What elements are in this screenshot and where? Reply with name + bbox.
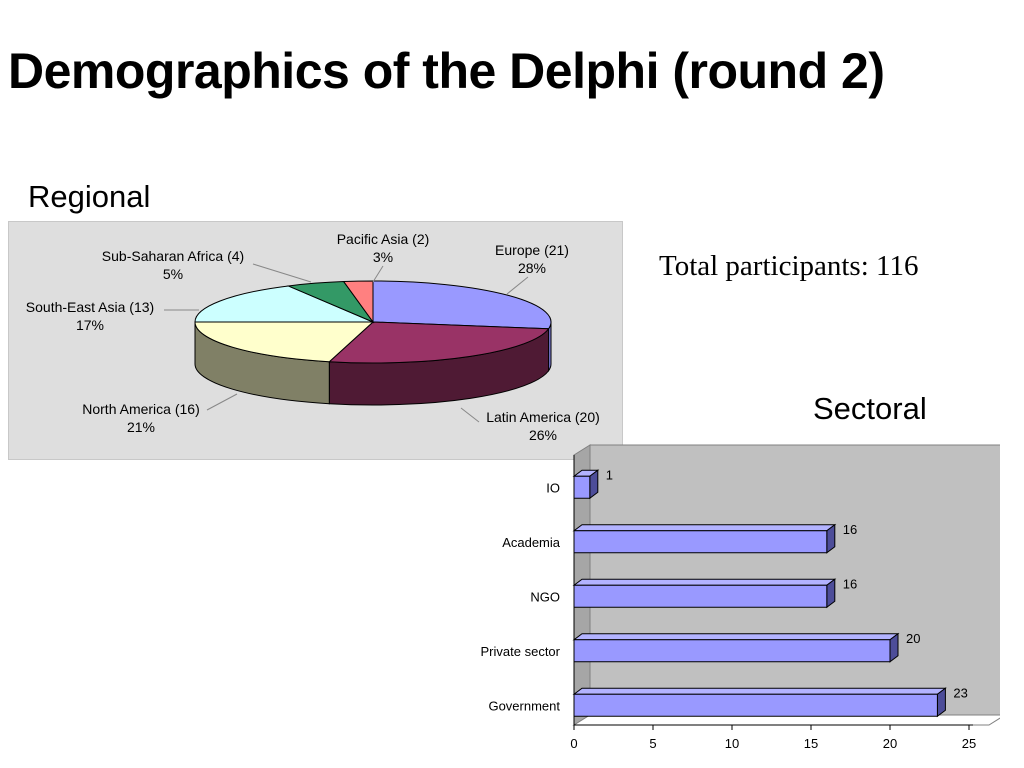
regional-heading: Regional <box>28 179 151 214</box>
x-tick-label-5: 5 <box>649 736 656 751</box>
sectoral-bar-chart: 0 5 10 15 20 25 1 IO 16 Academia 16 NGO 20 Private se… <box>481 444 1000 751</box>
pie-label-sub-saharan-africa: Sub-Saharan Africa (4) <box>102 248 244 264</box>
bar-value-private-sector: 20 <box>906 631 920 646</box>
bar-top-ngo <box>572 578 837 586</box>
x-tick-label-25: 25 <box>962 736 976 751</box>
bar-private-sector <box>573 639 891 663</box>
pie-pct-latin-america: 26% <box>529 427 557 443</box>
bar-category-io: IO <box>546 480 560 495</box>
pie-pct-north-america: 21% <box>127 419 155 435</box>
bar-category-government: Government <box>488 698 560 713</box>
regional-pie-chart-panel: Europe (21) 28% Latin America (20) 26% North… <box>8 221 623 460</box>
leader-line-latin-america <box>460 407 480 423</box>
pie-label-north-america: North America (16) <box>82 401 199 417</box>
bar-category-academia: Academia <box>502 535 561 550</box>
bar-category-ngo: NGO <box>530 589 560 604</box>
pie-pct-sub-saharan-africa: 5% <box>163 266 183 282</box>
pie-pct-europe: 28% <box>518 260 546 276</box>
page-title: Demographics of the Delphi (round 2) <box>8 43 885 99</box>
leader-line-sub-saharan-africa <box>252 263 312 283</box>
x-tick-label-15: 15 <box>804 736 818 751</box>
bar-top-government <box>572 687 947 695</box>
pie-pct-south-east-asia: 17% <box>76 317 104 333</box>
pie-label-south-east-asia: South-East Asia (13) <box>26 299 154 315</box>
pie-label-pacific-asia: Pacific Asia (2) <box>337 231 430 247</box>
bar-government <box>573 693 938 717</box>
bar-io <box>573 475 591 499</box>
bar-value-io: 1 <box>606 467 613 482</box>
leader-line-europe <box>506 276 529 295</box>
x-tick-label-10: 10 <box>725 736 739 751</box>
x-tick-label-0: 0 <box>570 736 577 751</box>
bar-top-private-sector <box>572 633 900 641</box>
bar-value-academia: 16 <box>843 522 857 537</box>
bar-category-private-sector: Private sector <box>481 644 561 659</box>
total-participants-text: Total participants: 116 <box>659 250 919 282</box>
pie-slice-latin-america <box>328 321 550 364</box>
pie-slice-pacific-asia <box>342 280 374 324</box>
leader-line-pacific-asia <box>372 265 384 283</box>
bar-ngo <box>573 584 828 608</box>
leader-line-north-america <box>206 393 238 411</box>
bar-value-ngo: 16 <box>843 576 857 591</box>
bar-value-government: 23 <box>953 685 967 700</box>
bar-top-academia <box>572 524 837 532</box>
sectoral-heading: Sectoral <box>813 391 927 426</box>
pie-slice-europe <box>372 280 552 330</box>
pie-pct-pacific-asia: 3% <box>373 249 393 265</box>
x-tick-label-20: 20 <box>883 736 897 751</box>
pie-label-europe: Europe (21) <box>495 242 569 258</box>
regional-pie-chart: Europe (21) 28% Latin America (20) 26% North… <box>26 231 600 443</box>
pie-slice-north-america <box>194 321 375 363</box>
bar-academia <box>573 530 828 554</box>
pie-slice-south-east-asia <box>194 285 374 323</box>
pie-label-latin-america: Latin America (20) <box>486 409 600 425</box>
